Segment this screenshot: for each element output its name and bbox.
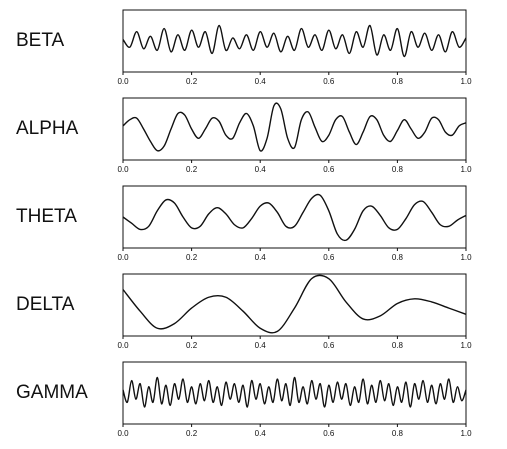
x-tick-label: 1.0 xyxy=(460,253,472,262)
plot-frame xyxy=(122,97,467,161)
x-tick-label: 0.2 xyxy=(186,341,198,350)
wave-line xyxy=(122,274,467,334)
x-tick-label: 0.8 xyxy=(392,165,404,174)
x-tick-label: 0.6 xyxy=(323,429,335,438)
x-tick-label: 0.4 xyxy=(255,341,267,350)
x-tick-label: 0.8 xyxy=(392,429,404,438)
x-tick-label: 0.2 xyxy=(186,77,198,86)
x-tick-label: 0.0 xyxy=(117,429,129,438)
wave-line xyxy=(122,193,467,242)
x-tick-label: 0.0 xyxy=(117,165,129,174)
x-tick-label: 0.0 xyxy=(117,253,129,262)
wave-line xyxy=(122,102,467,152)
x-tick-label: 1.0 xyxy=(460,165,472,174)
plot-frame xyxy=(122,9,467,73)
x-tick-label: 0.8 xyxy=(392,77,404,86)
x-tick-label: 1.0 xyxy=(460,341,472,350)
wave-label: DELTA xyxy=(16,294,75,315)
x-tick-label: 0.6 xyxy=(323,341,335,350)
wave-line xyxy=(122,24,467,58)
plot-frame xyxy=(122,185,467,249)
x-tick-label: 0.6 xyxy=(323,165,335,174)
x-tick-label: 0.2 xyxy=(186,429,198,438)
x-tick-label: 0.6 xyxy=(323,77,335,86)
plot-frame xyxy=(122,273,467,337)
x-tick-label: 0.4 xyxy=(255,165,267,174)
wave-label: GAMMA xyxy=(16,382,88,403)
x-tick-label: 0.4 xyxy=(255,429,267,438)
x-tick-label: 0.0 xyxy=(117,77,129,86)
wave-label: BETA xyxy=(16,30,65,51)
x-tick-label: 1.0 xyxy=(460,429,472,438)
x-tick-label: 0.2 xyxy=(186,253,198,262)
x-tick-label: 0.4 xyxy=(255,253,267,262)
x-tick-label: 0.4 xyxy=(255,77,267,86)
wave-label: THETA xyxy=(16,206,77,227)
x-tick-label: 0.0 xyxy=(117,341,129,350)
wave-line xyxy=(122,376,467,408)
x-tick-label: 1.0 xyxy=(460,77,472,86)
x-tick-label: 0.8 xyxy=(392,253,404,262)
x-tick-label: 0.2 xyxy=(186,165,198,174)
x-tick-label: 0.6 xyxy=(323,253,335,262)
plot-frame xyxy=(122,361,467,425)
x-tick-label: 0.8 xyxy=(392,341,404,350)
wave-label: ALPHA xyxy=(16,118,79,139)
